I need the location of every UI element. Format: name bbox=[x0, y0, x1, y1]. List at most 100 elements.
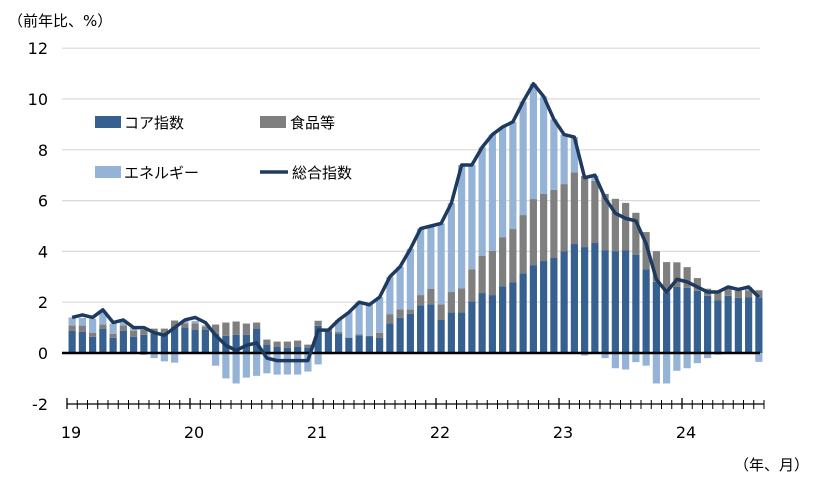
bar-core bbox=[447, 312, 455, 353]
y-tick-label: -2 bbox=[32, 395, 48, 414]
bar-core bbox=[140, 334, 148, 353]
total-index-line bbox=[71, 82, 761, 363]
bar-energy bbox=[406, 248, 414, 310]
legend-label-total: 総合指数 bbox=[292, 164, 352, 182]
bar-core bbox=[150, 333, 158, 353]
bar-energy bbox=[499, 126, 507, 238]
bar-energy bbox=[150, 353, 158, 359]
bar-core bbox=[724, 295, 732, 353]
bar-core bbox=[478, 293, 486, 353]
bar-core bbox=[734, 297, 742, 353]
bar-energy bbox=[447, 203, 455, 293]
bar-core bbox=[683, 287, 691, 353]
bar-food bbox=[376, 332, 384, 339]
bar-energy bbox=[458, 165, 466, 289]
y-tick-label: 8 bbox=[38, 141, 48, 160]
y-tick-label: 0 bbox=[38, 344, 48, 363]
bar-energy bbox=[570, 137, 578, 173]
bar-food bbox=[591, 180, 599, 244]
bar-core bbox=[652, 281, 660, 353]
bar-food bbox=[232, 321, 240, 335]
bar-energy bbox=[232, 353, 240, 384]
bar-core bbox=[191, 329, 199, 353]
bar-energy bbox=[160, 353, 168, 362]
total-line-group bbox=[71, 82, 761, 363]
bar-energy bbox=[109, 323, 117, 334]
bar-energy bbox=[345, 312, 353, 338]
bar-core bbox=[509, 282, 517, 353]
x-axis: 19 20 21 22 23 24 bbox=[61, 398, 765, 442]
bar-energy bbox=[560, 134, 568, 185]
y-tick-label: 10 bbox=[28, 90, 48, 109]
bar-food bbox=[570, 172, 578, 245]
bar-food bbox=[355, 334, 363, 336]
bar-food bbox=[345, 337, 353, 338]
bar-food bbox=[119, 325, 127, 331]
bar-energy bbox=[704, 353, 712, 359]
bar-food bbox=[68, 325, 76, 331]
bar-core bbox=[335, 333, 343, 353]
bar-core bbox=[324, 331, 332, 353]
bar-core bbox=[109, 337, 117, 353]
bar-food bbox=[263, 339, 271, 345]
bar-energy bbox=[755, 353, 763, 362]
bar-core bbox=[386, 323, 394, 353]
bar-food bbox=[160, 328, 168, 333]
bar-core bbox=[283, 347, 291, 353]
bar-core bbox=[529, 265, 537, 353]
bar-energy bbox=[99, 311, 107, 325]
legend-swatch-core bbox=[95, 116, 121, 128]
legend-label-food: 食品等 bbox=[290, 114, 335, 132]
bar-food bbox=[201, 326, 209, 330]
bar-core bbox=[273, 346, 281, 353]
bar-core bbox=[304, 347, 312, 353]
legend-label-core: コア指数 bbox=[124, 114, 184, 132]
bar-core bbox=[68, 330, 76, 353]
bar-food bbox=[478, 255, 486, 294]
bar-core bbox=[78, 331, 86, 353]
bar-energy bbox=[478, 147, 486, 256]
bar-energy bbox=[181, 320, 189, 324]
bar-food bbox=[581, 175, 589, 248]
bar-energy bbox=[540, 96, 548, 194]
bar-food bbox=[714, 291, 722, 301]
bar-energy bbox=[427, 226, 435, 289]
bar-core bbox=[427, 304, 435, 353]
x-tick-label: 19 bbox=[61, 423, 81, 442]
bar-core bbox=[540, 261, 548, 353]
bar-food bbox=[734, 290, 742, 298]
bar-energy bbox=[294, 353, 302, 375]
bar-core bbox=[488, 295, 496, 353]
bar-energy bbox=[581, 353, 589, 356]
bar-food bbox=[406, 309, 414, 314]
bar-energy bbox=[622, 353, 630, 370]
bar-food bbox=[447, 292, 455, 313]
bar-core bbox=[601, 250, 609, 353]
bar-food bbox=[89, 332, 97, 337]
bar-energy bbox=[171, 353, 179, 363]
bar-energy bbox=[68, 317, 76, 326]
bar-food bbox=[273, 341, 281, 347]
bar-core bbox=[263, 344, 271, 353]
bar-food bbox=[437, 304, 445, 320]
bar-core bbox=[458, 312, 466, 353]
bar-energy bbox=[652, 353, 660, 384]
bar-core bbox=[704, 295, 712, 353]
bar-core bbox=[591, 243, 599, 353]
bar-energy bbox=[386, 276, 394, 315]
legend-label-energy: エネルギー bbox=[124, 164, 199, 182]
bar-core bbox=[693, 290, 701, 353]
bar-core bbox=[417, 305, 425, 353]
bar-food bbox=[673, 262, 681, 287]
bar-food bbox=[488, 250, 496, 296]
bar-food bbox=[601, 193, 609, 251]
bar-core bbox=[212, 333, 220, 353]
bar-food bbox=[427, 288, 435, 305]
bar-core bbox=[345, 337, 353, 353]
bar-energy bbox=[417, 228, 425, 296]
bar-energy bbox=[335, 319, 343, 332]
x-axis-label: （年、月） bbox=[734, 456, 809, 474]
bar-energy bbox=[365, 304, 373, 336]
bar-food bbox=[755, 290, 763, 298]
